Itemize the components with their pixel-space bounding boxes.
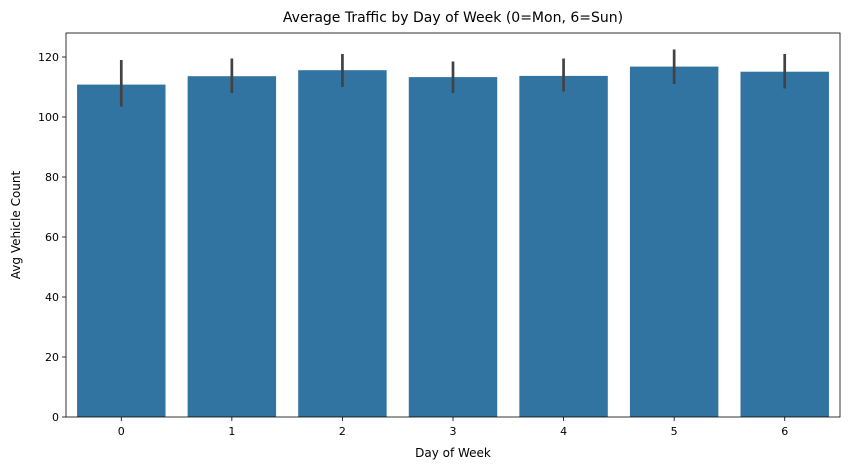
- y-tick-label: 100: [38, 111, 59, 124]
- bar-day-5: [629, 66, 719, 417]
- x-tick-label: 0: [118, 425, 125, 438]
- x-axis-ticks: 0 1 2 3 4 5 6: [118, 417, 788, 438]
- x-tick-label: 3: [450, 425, 457, 438]
- x-tick-label: 1: [228, 425, 235, 438]
- bars-layer: [77, 66, 829, 418]
- bar-day-0: [77, 84, 166, 417]
- bar-day-6: [740, 71, 829, 417]
- bar-day-1: [187, 76, 277, 417]
- x-tick-label: 2: [339, 425, 346, 438]
- x-axis-label: Day of Week: [415, 446, 491, 460]
- x-tick-label: 4: [560, 425, 567, 438]
- bar-day-4: [519, 75, 608, 418]
- x-tick-label: 6: [781, 425, 788, 438]
- y-tick-label: 80: [45, 171, 59, 184]
- y-tick-label: 40: [45, 291, 59, 304]
- bar-day-2: [298, 70, 387, 417]
- y-tick-label: 120: [38, 51, 59, 64]
- bar-day-3: [408, 77, 498, 417]
- y-axis-ticks: 0 20 40 60 80 100 120: [38, 51, 66, 424]
- y-tick-label: 60: [45, 231, 59, 244]
- chart-title: Average Traffic by Day of Week (0=Mon, 6…: [283, 10, 623, 26]
- x-tick-label: 5: [671, 425, 678, 438]
- y-axis-label: Avg Vehicle Count: [9, 171, 23, 280]
- y-tick-label: 0: [52, 411, 59, 424]
- y-tick-label: 20: [45, 351, 59, 364]
- error-bars-layer: [119, 49, 787, 107]
